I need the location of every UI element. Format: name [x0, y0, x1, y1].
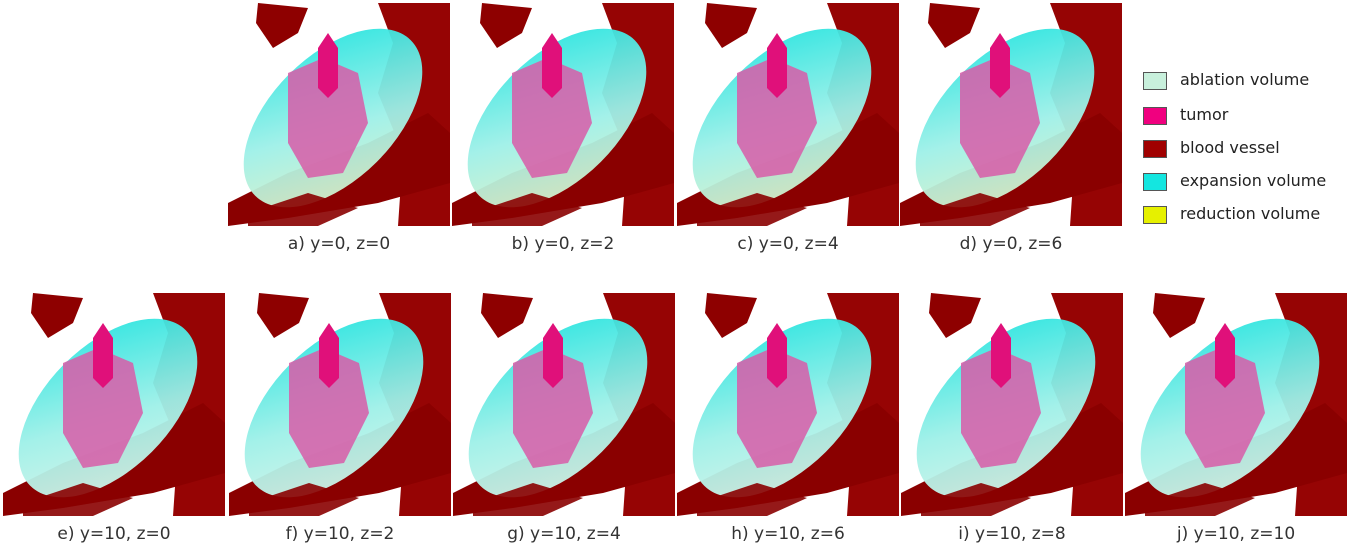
- legend-label: blood vessel: [1180, 138, 1280, 157]
- legend-swatch: [1143, 173, 1167, 191]
- panel-caption: f) y=10, z=2: [285, 524, 395, 544]
- render-panel: [452, 3, 674, 226]
- legend-label: tumor: [1180, 105, 1229, 124]
- render-panel: [901, 293, 1123, 516]
- panel-caption: c) y=0, z=4: [737, 234, 839, 254]
- panel-caption: j) y=10, z=10: [1176, 524, 1296, 544]
- legend-label: reduction volume: [1180, 204, 1321, 223]
- render-panel: [677, 293, 899, 516]
- panel-caption: d) y=0, z=6: [959, 234, 1063, 254]
- render-panel: [3, 293, 225, 516]
- render-panel: [1125, 293, 1347, 516]
- legend-label: expansion volume: [1180, 171, 1327, 190]
- panel-caption: e) y=10, z=0: [57, 524, 171, 544]
- panel-caption: h) y=10, z=6: [731, 524, 845, 544]
- legend-swatch: [1143, 107, 1167, 125]
- render-panel: [453, 293, 675, 516]
- render-panel: [229, 293, 451, 516]
- render-panel: [677, 3, 899, 226]
- legend-swatch: [1143, 72, 1167, 90]
- render-panel: [228, 3, 450, 226]
- panel-caption: i) y=10, z=8: [958, 524, 1066, 544]
- panel-caption: g) y=10, z=4: [507, 524, 621, 544]
- render-panel: [900, 3, 1122, 226]
- legend-swatch: [1143, 206, 1167, 224]
- panel-caption: a) y=0, z=0: [287, 234, 391, 254]
- panel-caption: b) y=0, z=2: [511, 234, 615, 254]
- legend-label: ablation volume: [1180, 70, 1310, 89]
- legend-swatch: [1143, 140, 1167, 158]
